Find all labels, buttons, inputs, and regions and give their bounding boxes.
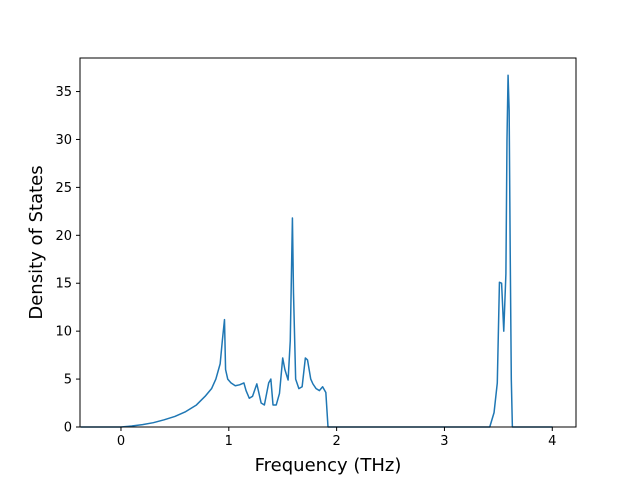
y-tick-label: 35 [55, 85, 72, 100]
x-tick-label: 1 [225, 434, 233, 449]
y-tick-label: 20 [55, 229, 72, 244]
y-tick-label: 15 [55, 277, 72, 292]
y-tick-label: 5 [64, 373, 72, 388]
series-layer [80, 74, 554, 428]
x-axis-label: Frequency (THz) [255, 455, 402, 476]
y-tick-label: 25 [55, 181, 72, 196]
y-tick-label: 10 [55, 325, 72, 340]
plot-area: 0 1 2 3 4 0 5 10 15 20 25 30 35 [55, 57, 577, 449]
x-tick-label: 3 [440, 434, 448, 449]
y-axis-label: Density of States [26, 165, 47, 319]
y-tick-label: 0 [64, 421, 72, 436]
y-axis-ticks: 0 5 10 15 20 25 30 35 [55, 85, 80, 436]
x-tick-label: 4 [548, 434, 556, 449]
x-axis-ticks: 0 1 2 3 4 [117, 427, 556, 449]
x-tick-label: 0 [117, 434, 125, 449]
x-tick-label: 2 [332, 434, 340, 449]
y-tick-label: 30 [55, 133, 72, 148]
series-line-0 [80, 74, 554, 428]
axes-frame [79, 57, 577, 428]
